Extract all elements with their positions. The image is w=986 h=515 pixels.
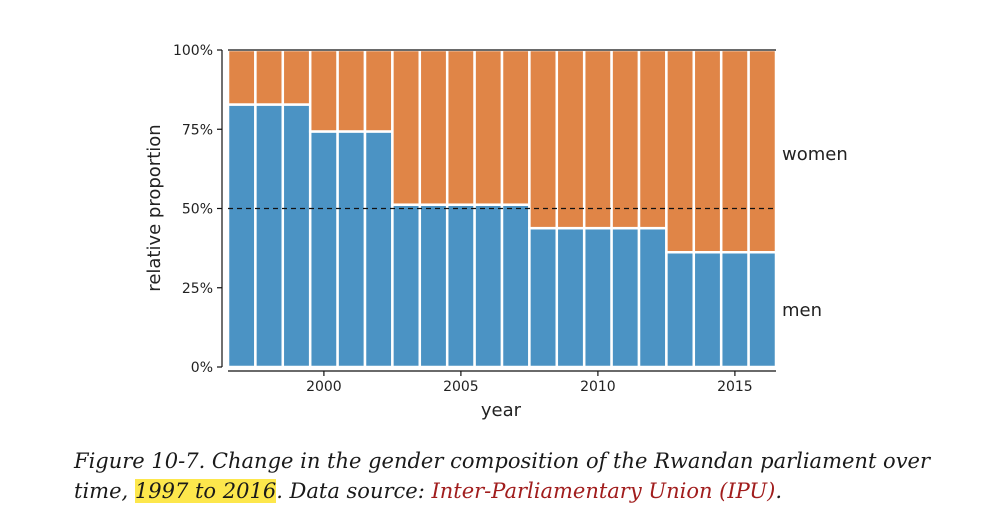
bar-men-2006 — [473, 203, 504, 369]
bar-men-2008 — [528, 226, 559, 369]
bar-men-1999 — [281, 103, 312, 369]
bar-women-2003 — [391, 48, 422, 206]
bar-men-2016 — [747, 250, 778, 369]
bar-women-2016 — [747, 48, 778, 254]
x-tick-label: 2005 — [443, 379, 479, 395]
y-tick-label: 25% — [182, 281, 213, 297]
bar-women-2004 — [418, 48, 449, 206]
bar-men-2001 — [336, 130, 367, 369]
bar-women-2010 — [582, 48, 613, 230]
bar-men-1997 — [226, 103, 257, 369]
bar-women-2012 — [637, 48, 668, 230]
figure-caption: Figure 10-7. Change in the gender compos… — [74, 446, 974, 506]
caption-highlighted-years: 1997 to 2016 — [134, 479, 277, 503]
bar-men-2002 — [363, 130, 394, 369]
bar-men-2010 — [582, 226, 613, 369]
bar-men-2000 — [308, 130, 339, 369]
bar-women-2011 — [610, 48, 641, 230]
bar-men-2003 — [391, 203, 422, 369]
x-tick-label: 2000 — [306, 379, 342, 395]
x-tick-label: 2015 — [717, 379, 753, 395]
y-tick-label: 50% — [182, 202, 213, 218]
bar-men-1998 — [254, 103, 285, 369]
y-axis-ticks: 0% 25% 50% 75% 100% — [173, 43, 222, 376]
caption-text: Figure 10-7. Change in the gender compos… — [74, 449, 931, 503]
x-axis-ticks: 2000 2005 2010 2015 — [306, 371, 753, 395]
bar-women-2015 — [719, 48, 750, 254]
bar-women-2006 — [473, 48, 504, 206]
series-label-women: women — [782, 144, 848, 165]
bar-women-2000 — [308, 48, 339, 133]
bar-men-2011 — [610, 226, 641, 369]
bar-women-2009 — [555, 48, 586, 230]
caption-text-end: . — [775, 479, 782, 503]
caption-text-source: . Data source: — [276, 479, 432, 503]
bar-men-2004 — [418, 203, 449, 369]
bar-men-2013 — [665, 250, 696, 369]
bar-men-2005 — [445, 203, 476, 369]
stacked-bar-chart: 0% 25% 50% 75% 100% 2000 2005 2010 2015 year re… — [144, 43, 848, 421]
bar-women-1997 — [226, 48, 257, 106]
bar-women-1999 — [281, 48, 312, 106]
y-axis-title: relative proportion — [144, 124, 165, 291]
bar-women-2001 — [336, 48, 367, 133]
bar-women-2007 — [500, 48, 531, 206]
y-tick-label: 75% — [182, 122, 213, 138]
caption-source-link[interactable]: Inter-Parliamentary Union (IPU) — [431, 479, 776, 503]
bar-men-2014 — [692, 250, 723, 369]
bar-women-2008 — [528, 48, 559, 230]
bar-women-2014 — [692, 48, 723, 254]
bar-women-2013 — [665, 48, 696, 254]
x-axis-title: year — [481, 400, 522, 421]
y-tick-label: 0% — [191, 360, 213, 376]
bar-men-2009 — [555, 226, 586, 369]
bar-women-2005 — [445, 48, 476, 206]
bar-men-2007 — [500, 203, 531, 369]
bar-women-1998 — [254, 48, 285, 106]
y-tick-label: 100% — [173, 43, 213, 59]
series-label-men: men — [782, 300, 822, 321]
bar-men-2012 — [637, 226, 668, 369]
bar-men-2015 — [719, 250, 750, 369]
x-tick-label: 2010 — [580, 379, 616, 395]
bar-women-2002 — [363, 48, 394, 133]
bars-layer — [226, 48, 778, 369]
